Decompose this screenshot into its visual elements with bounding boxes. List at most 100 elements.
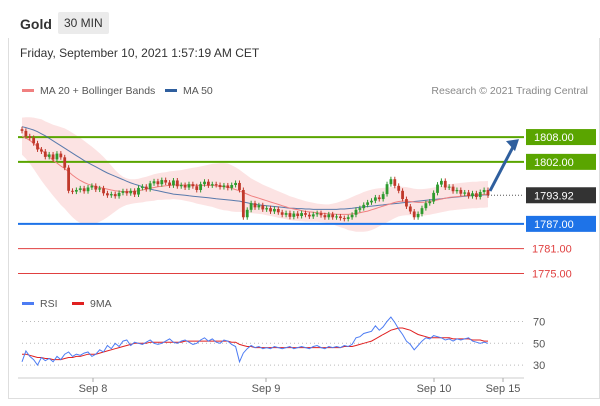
candle-body xyxy=(276,208,280,213)
candle-body xyxy=(451,186,455,192)
candle-body xyxy=(440,180,443,185)
candle-body xyxy=(467,192,470,197)
ma50-swatch xyxy=(165,88,177,92)
candle-body xyxy=(137,187,140,195)
candle-body xyxy=(144,186,148,190)
candle-body xyxy=(59,153,63,158)
candle-body xyxy=(296,213,300,217)
candle-body xyxy=(133,190,137,195)
last-price-label-bg xyxy=(526,187,596,204)
candle-body xyxy=(339,216,342,219)
last-price-label: 1793.92 xyxy=(534,190,574,202)
candle-body xyxy=(331,214,335,218)
candle-body xyxy=(471,193,474,197)
rsi-tick-label: 50 xyxy=(533,338,545,350)
candle-body xyxy=(113,194,117,197)
candle-body xyxy=(164,180,168,183)
candle-body xyxy=(121,191,125,193)
candle-body xyxy=(459,189,463,194)
candle-body xyxy=(455,189,459,192)
candle-body xyxy=(24,130,28,137)
candle-body xyxy=(284,213,288,215)
candle-body xyxy=(327,214,331,218)
candle-body xyxy=(486,189,490,196)
candle-body xyxy=(257,205,261,208)
x-tick-label: Sep 8 xyxy=(79,383,108,395)
ma9-line xyxy=(22,327,488,361)
candle-body xyxy=(230,185,234,188)
candle-body xyxy=(373,197,377,201)
candle-body xyxy=(86,187,90,192)
instrument-title: Gold xyxy=(20,16,52,32)
candle-body xyxy=(273,208,276,212)
candle-body xyxy=(78,188,82,190)
candle-body xyxy=(199,184,203,190)
candle-body xyxy=(265,208,269,210)
rsi-line xyxy=(21,316,489,367)
candle-body xyxy=(109,194,113,196)
candle-body xyxy=(191,184,195,187)
legend-ma50: MA 50 xyxy=(165,85,213,97)
candle-body xyxy=(447,186,451,188)
candle-body xyxy=(389,179,393,185)
level-label-1775.00: 1775.00 xyxy=(532,268,572,280)
candle-body xyxy=(90,185,94,188)
date-line: Friday, September 10, 2021 1:57:19 AM CE… xyxy=(20,46,260,60)
candle-body xyxy=(241,189,245,218)
candle-body xyxy=(74,189,78,192)
legend-9ma: 9MA xyxy=(72,298,112,310)
x-tick-label: Sep 9 xyxy=(252,383,281,395)
candle-body xyxy=(51,154,55,160)
candle-body xyxy=(207,181,210,186)
candle-body xyxy=(474,193,478,197)
candle-body xyxy=(412,211,416,218)
candle-body xyxy=(269,208,272,212)
ma50-label: MA 50 xyxy=(183,85,213,97)
rsi-tick-label: 70 xyxy=(533,316,545,328)
candle-body xyxy=(106,193,109,196)
candle-body xyxy=(20,129,24,131)
candle-body xyxy=(140,186,144,188)
bias-arrow-shaft xyxy=(488,144,516,192)
level-label-1787.00: 1787.00 xyxy=(534,219,574,231)
candle-body xyxy=(342,218,346,220)
candle-body xyxy=(98,188,102,190)
rsi-tick-label: 30 xyxy=(533,360,545,372)
ma20-label: MA 20 + Bollinger Bands xyxy=(40,85,156,97)
rsi-swatch xyxy=(22,301,34,305)
candle-body xyxy=(478,192,482,197)
candle-body xyxy=(160,180,164,185)
candle-body xyxy=(129,190,133,194)
candle-body xyxy=(175,180,179,187)
candle-body xyxy=(67,167,70,191)
level-label-1802.00-bg xyxy=(526,153,596,170)
candle-body xyxy=(346,217,350,219)
candle-body xyxy=(420,208,424,214)
candle-body xyxy=(222,185,226,188)
candle-body xyxy=(428,201,432,204)
candle-body xyxy=(408,206,412,212)
candle-body xyxy=(300,213,303,217)
candle-body xyxy=(179,185,183,187)
candle-body xyxy=(63,157,67,168)
level-label-1802.00: 1802.00 xyxy=(534,157,574,169)
candle-body xyxy=(102,188,105,194)
candle-body xyxy=(292,213,296,217)
candle-body xyxy=(32,137,36,144)
header: Gold 30 MIN xyxy=(0,0,600,40)
candle-body xyxy=(187,184,191,188)
candle-body xyxy=(436,184,439,193)
candle-body xyxy=(424,203,428,209)
bias-arrow-head xyxy=(506,139,519,152)
candle-body xyxy=(195,186,199,190)
candle-body xyxy=(261,205,265,210)
x-tick-label: Sep 15 xyxy=(486,383,521,395)
candle-body xyxy=(168,182,171,186)
candle-body xyxy=(397,185,401,191)
candle-body xyxy=(47,154,51,157)
timeframe-badge[interactable]: 30 MIN xyxy=(58,12,109,34)
candle-body xyxy=(253,203,257,208)
candle-body xyxy=(238,182,241,190)
candle-body xyxy=(358,208,362,210)
